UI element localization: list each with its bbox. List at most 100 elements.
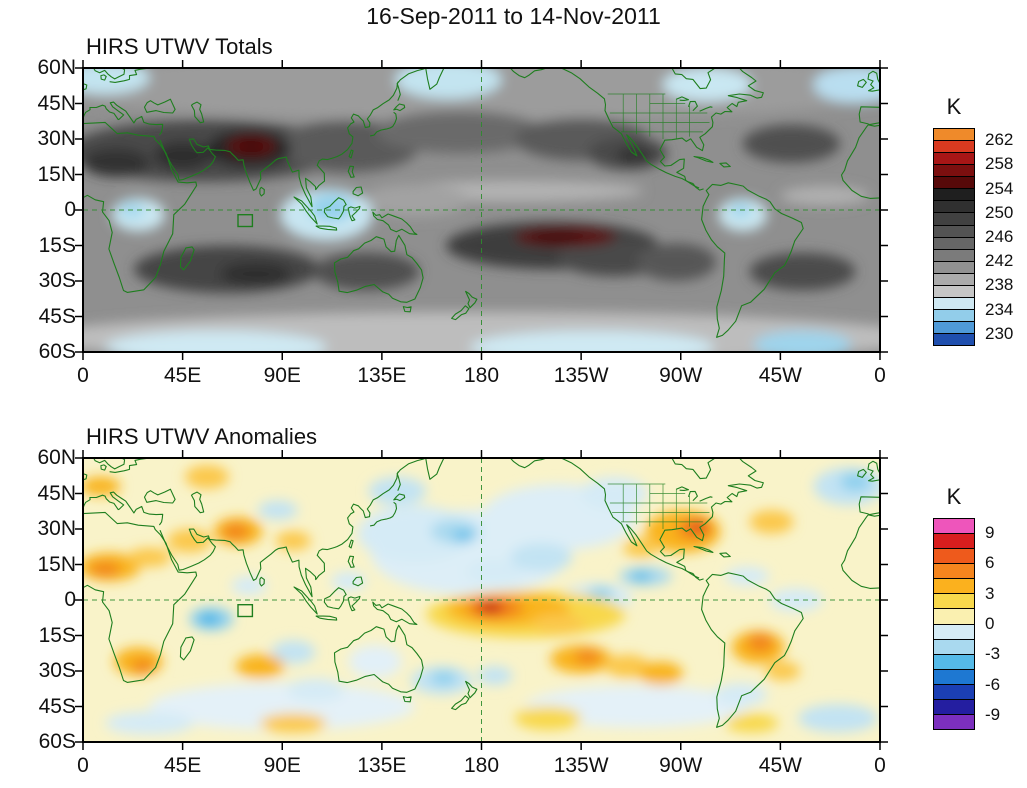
map-feature-blob [368, 476, 427, 506]
lon-tick-label: 45E [163, 364, 202, 387]
map-feature-blob [286, 678, 345, 702]
lon-tick-label: 0 [77, 754, 89, 777]
lat-tick-label: 60S [38, 730, 76, 753]
colorbar-segment [934, 683, 974, 699]
colorbar-tick-label: 6 [985, 553, 995, 573]
lat-tick-label: 30S [38, 269, 76, 292]
map-feature-blob [532, 614, 586, 634]
colorbar-segment [934, 129, 974, 141]
map-feature-blob [725, 566, 770, 586]
totals-map [83, 68, 880, 352]
lat-tick-label: 15N [37, 552, 76, 576]
colorbar-tick-label: -6 [985, 674, 1001, 694]
colorbar-segment [934, 608, 974, 624]
map-feature-blob [235, 654, 285, 679]
map-feature-blob [747, 633, 774, 653]
map-feature-blob [742, 124, 841, 163]
lon-tick-label: 90W [659, 754, 703, 777]
map-feature-blob [348, 644, 402, 679]
totals-panel-title: HIRS UTWV Totals [86, 34, 273, 59]
map-feature-blob [430, 671, 458, 686]
colorbar-segment [934, 623, 974, 639]
colorbar-segment [934, 224, 974, 237]
map-feature-blob [313, 252, 420, 291]
lat-tick-label: 15N [37, 162, 76, 186]
colorbar-segment [934, 176, 974, 189]
colorbar-tick-label: 3 [985, 583, 995, 603]
colorbar-segment [934, 296, 974, 309]
map-feature-blob [629, 571, 653, 581]
lat-tick-label: 0 [64, 198, 76, 221]
lat-tick-label: 60S [38, 340, 76, 363]
colorbar-tick-label: 242 [985, 251, 1014, 271]
colorbar-segment [934, 519, 974, 534]
map-feature-blob [275, 531, 311, 551]
colorbar-segment [934, 236, 974, 249]
colorbar-segment [934, 578, 974, 594]
lon-tick-label: 45E [163, 754, 202, 777]
map-feature-blob [83, 148, 150, 177]
map-feature-blob [105, 711, 194, 735]
colorbar-segment [934, 638, 974, 654]
lat-tick-label: 0 [64, 588, 76, 611]
map-feature-blob [725, 713, 779, 733]
colorbar-tick-label: -3 [985, 644, 1001, 664]
totals-colorbar-bar [933, 128, 975, 346]
map-feature-blob [764, 661, 801, 681]
map-feature-blob [362, 183, 469, 218]
colorbar-segment [934, 321, 974, 334]
lat-tick-label: 15S [38, 623, 76, 647]
colorbar-segment [934, 533, 974, 549]
map-feature-blob [375, 110, 544, 154]
map-feature-blob [780, 186, 869, 206]
map-feature-blob [840, 472, 872, 492]
lon-tick-label: 90E [263, 754, 301, 777]
anomalies-panel-title: HIRS UTWV Anomalies [86, 424, 318, 449]
map-feature-blob [452, 530, 475, 542]
lon-tick-label: 180 [463, 364, 500, 387]
colorbar-segment [934, 272, 974, 285]
lon-tick-label: 90E [263, 364, 301, 387]
colorbar-tick-label: 250 [985, 202, 1014, 222]
anomalies-map [83, 458, 880, 742]
map-feature-blob [331, 571, 367, 591]
lat-tick-label: 60N [37, 446, 76, 469]
map-feature-blob [581, 476, 648, 511]
map-feature-blob [184, 465, 230, 489]
figure-title: 16-Sep-2011 to 14-Nov-2011 [366, 3, 661, 29]
colorbar-segment [934, 548, 974, 564]
lat-tick-label: 30N [37, 127, 76, 150]
lon-tick-label: 45W [758, 364, 802, 387]
colorbar-segment [934, 593, 974, 609]
colorbar-segment [934, 140, 974, 153]
colorbar-tick-label: 258 [985, 154, 1014, 174]
colorbar-tick-label: 238 [985, 275, 1014, 295]
map-feature-blob [483, 604, 497, 611]
lat-tick-label: 30N [37, 517, 76, 540]
lon-tick-label: 135W [553, 754, 609, 777]
colorbar-segment [934, 308, 974, 321]
map-feature-blob [689, 521, 708, 532]
colorbar-segment [934, 284, 974, 297]
colorbar-tick-label: 254 [985, 178, 1014, 198]
map-feature-blob [636, 243, 717, 281]
lat-tick-label: 30S [38, 659, 76, 682]
map-feature-blob [749, 510, 794, 534]
map-feature-blob [257, 500, 298, 520]
colorbar-segment [934, 188, 974, 201]
map-feature-blob [222, 523, 250, 540]
totals-colorbar-units-label: K [946, 94, 962, 119]
map-feature-blob [89, 562, 121, 577]
colorbar-segment [934, 714, 974, 730]
colorbar-segment [934, 563, 974, 579]
map-feature-blob [260, 713, 327, 733]
lon-tick-label: 45W [758, 754, 802, 777]
colorbar-segment [934, 200, 974, 213]
colorbar-segment [934, 212, 974, 225]
anomalies-colorbar-bar [933, 518, 975, 730]
map-feature-blob [798, 704, 878, 733]
colorbar-segment [934, 698, 974, 715]
map-feature-blob [574, 649, 602, 664]
totals-colorbar: K 262 258 254 250 246 242 238 234 230 [933, 94, 1027, 346]
